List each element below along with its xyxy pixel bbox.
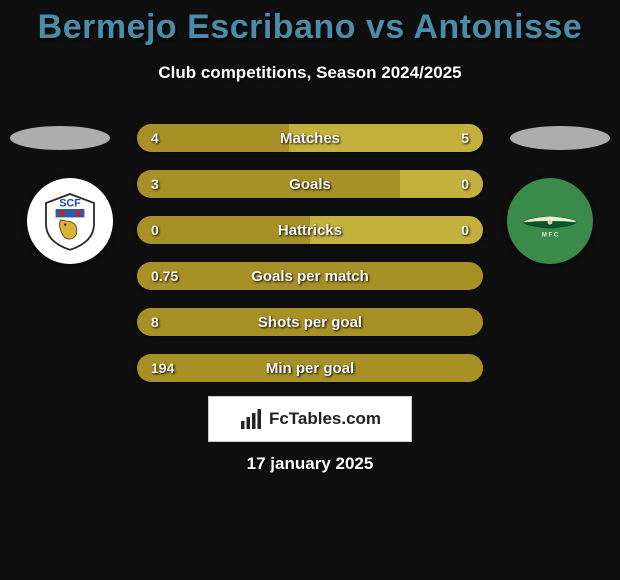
shadow-ellipse-left [10, 126, 110, 150]
stat-row: Goals30 [137, 170, 483, 198]
crest-left-icon: SCF [40, 191, 100, 251]
stats-bars: Matches45 Goals30 Hattricks00 Goals per mat… [137, 124, 483, 382]
bar-segment-left [137, 308, 483, 336]
team-badge-right: M F C [507, 178, 593, 264]
bar-segment-right [310, 216, 483, 244]
bar-segment-left [137, 124, 289, 152]
subtitle: Club competitions, Season 2024/2025 [0, 63, 620, 83]
shadow-ellipse-right [510, 126, 610, 150]
bar-segment-right [400, 170, 483, 198]
comparison-card: Bermejo Escribano vs Antonisse Club comp… [0, 0, 620, 580]
brand-box[interactable]: FcTables.com [208, 396, 412, 442]
stat-row: Goals per match0.75 [137, 262, 483, 290]
crest-right-icon: M F C [520, 191, 580, 251]
team-badge-left: SCF [27, 178, 113, 264]
svg-text:M F C: M F C [542, 233, 559, 239]
bar-segment-left [137, 216, 310, 244]
page-title: Bermejo Escribano vs Antonisse [0, 0, 620, 47]
svg-text:SCF: SCF [59, 198, 81, 210]
bar-segment-left [137, 262, 483, 290]
stat-row: Shots per goal8 [137, 308, 483, 336]
brand-text: FcTables.com [269, 409, 381, 429]
bar-segment-left [137, 354, 483, 382]
bar-segment-left [137, 170, 400, 198]
stat-row: Matches45 [137, 124, 483, 152]
generated-date: 17 january 2025 [0, 454, 620, 474]
bar-segment-right [289, 124, 483, 152]
bar-chart-icon [239, 407, 263, 431]
stat-row: Hattricks00 [137, 216, 483, 244]
stat-row: Min per goal194 [137, 354, 483, 382]
